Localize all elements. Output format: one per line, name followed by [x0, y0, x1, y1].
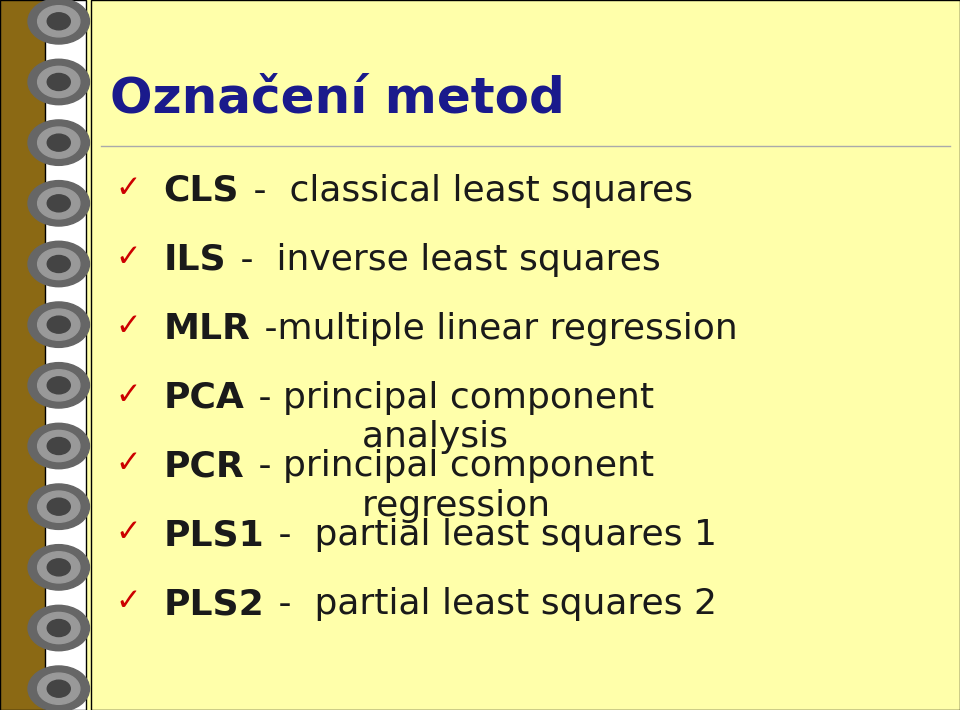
Circle shape	[47, 498, 70, 515]
Text: -  partial least squares 1: - partial least squares 1	[267, 518, 717, 552]
Circle shape	[37, 127, 80, 158]
Circle shape	[37, 552, 80, 583]
Text: MLR: MLR	[163, 312, 250, 346]
Text: - principal component
          regression: - principal component regression	[247, 449, 654, 523]
Circle shape	[37, 430, 80, 462]
Circle shape	[28, 302, 89, 347]
Circle shape	[47, 256, 70, 273]
Text: PCA: PCA	[163, 381, 244, 415]
Circle shape	[28, 59, 89, 104]
Circle shape	[47, 316, 70, 333]
Circle shape	[28, 484, 89, 530]
Circle shape	[47, 195, 70, 212]
Circle shape	[47, 134, 70, 151]
Text: ✓: ✓	[115, 174, 141, 203]
Circle shape	[37, 370, 80, 401]
Text: ✓: ✓	[115, 518, 141, 547]
Circle shape	[47, 620, 70, 637]
Text: -  classical least squares: - classical least squares	[242, 174, 692, 208]
Text: ILS: ILS	[163, 243, 226, 277]
Text: -multiple linear regression: -multiple linear regression	[252, 312, 737, 346]
Circle shape	[28, 363, 89, 408]
Circle shape	[37, 66, 80, 97]
Circle shape	[47, 437, 70, 454]
Text: - principal component
          analysis: - principal component analysis	[247, 381, 654, 454]
Circle shape	[37, 248, 80, 280]
Circle shape	[47, 13, 70, 30]
Circle shape	[37, 187, 80, 219]
Text: -  partial least squares 2: - partial least squares 2	[267, 587, 717, 621]
Circle shape	[37, 309, 80, 340]
Circle shape	[28, 180, 89, 226]
Circle shape	[28, 666, 89, 710]
FancyBboxPatch shape	[91, 0, 960, 710]
Text: PLS1: PLS1	[163, 518, 264, 552]
Text: CLS: CLS	[163, 174, 239, 208]
Circle shape	[37, 491, 80, 523]
Text: ✓: ✓	[115, 587, 141, 616]
Circle shape	[28, 423, 89, 469]
Circle shape	[37, 673, 80, 704]
FancyBboxPatch shape	[0, 0, 82, 710]
Circle shape	[47, 73, 70, 90]
Text: Označení metod: Označení metod	[110, 75, 565, 123]
Circle shape	[47, 559, 70, 576]
Circle shape	[28, 545, 89, 590]
Circle shape	[47, 680, 70, 697]
Circle shape	[28, 120, 89, 165]
Circle shape	[37, 6, 80, 37]
Text: ✓: ✓	[115, 381, 141, 410]
FancyBboxPatch shape	[45, 0, 85, 710]
Circle shape	[28, 606, 89, 651]
Text: ✓: ✓	[115, 449, 141, 479]
Text: -  inverse least squares: - inverse least squares	[228, 243, 660, 277]
Text: ✓: ✓	[115, 312, 141, 341]
Circle shape	[28, 0, 89, 44]
Circle shape	[37, 613, 80, 644]
Text: PCR: PCR	[163, 449, 244, 484]
Circle shape	[28, 241, 89, 287]
Text: PLS2: PLS2	[163, 587, 264, 621]
Text: ✓: ✓	[115, 243, 141, 272]
Circle shape	[47, 377, 70, 394]
